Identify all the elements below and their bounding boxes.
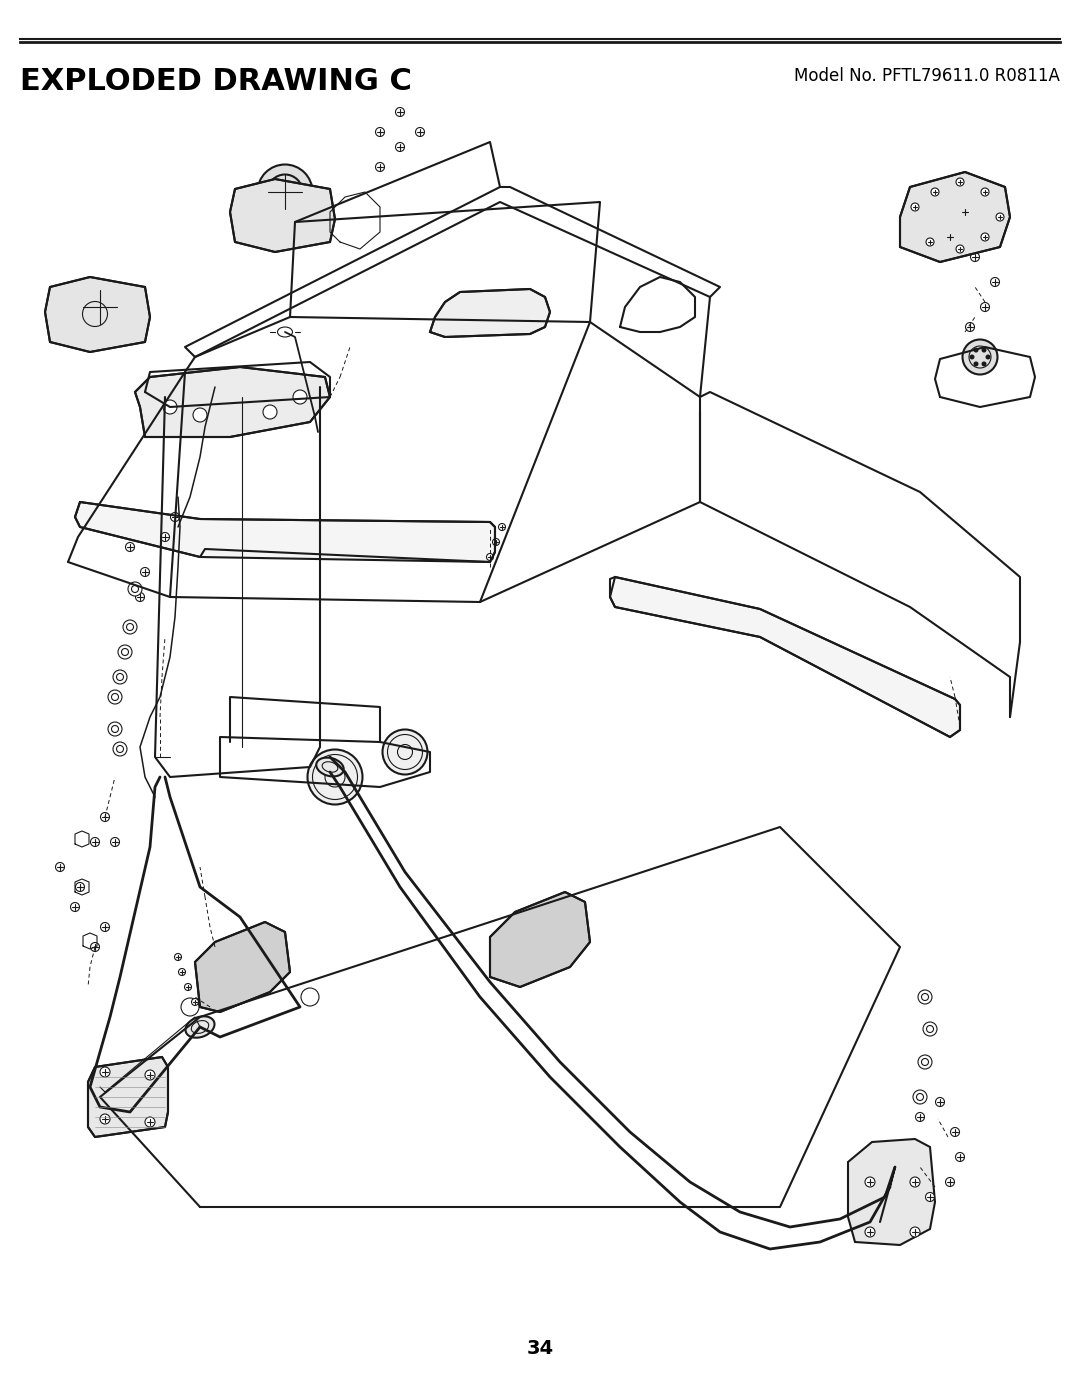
Ellipse shape	[918, 990, 932, 1004]
Polygon shape	[135, 367, 330, 437]
Ellipse shape	[186, 1016, 215, 1038]
Ellipse shape	[113, 671, 127, 685]
Ellipse shape	[70, 902, 80, 911]
Ellipse shape	[912, 203, 919, 211]
Ellipse shape	[982, 348, 986, 352]
Ellipse shape	[175, 954, 181, 961]
Ellipse shape	[486, 553, 494, 560]
Ellipse shape	[996, 212, 1004, 221]
Ellipse shape	[72, 279, 127, 334]
Ellipse shape	[110, 837, 120, 847]
Ellipse shape	[935, 1098, 945, 1106]
Ellipse shape	[129, 583, 141, 597]
Ellipse shape	[395, 108, 405, 116]
Ellipse shape	[956, 1153, 964, 1161]
Ellipse shape	[492, 538, 499, 545]
Polygon shape	[430, 289, 550, 337]
Ellipse shape	[990, 278, 999, 286]
Ellipse shape	[382, 729, 428, 774]
Ellipse shape	[960, 208, 970, 217]
Polygon shape	[230, 179, 335, 251]
Ellipse shape	[100, 813, 109, 821]
Ellipse shape	[923, 1023, 937, 1037]
Ellipse shape	[145, 1118, 156, 1127]
Ellipse shape	[55, 862, 65, 872]
Ellipse shape	[945, 1178, 955, 1186]
Ellipse shape	[865, 1227, 875, 1236]
Ellipse shape	[264, 405, 276, 419]
Text: Model No. PFTL79611.0 R0811A: Model No. PFTL79611.0 R0811A	[794, 67, 1059, 85]
Ellipse shape	[376, 127, 384, 137]
Ellipse shape	[163, 400, 177, 414]
Ellipse shape	[100, 922, 109, 932]
Ellipse shape	[970, 355, 974, 359]
Ellipse shape	[981, 303, 989, 312]
Ellipse shape	[123, 620, 137, 634]
Ellipse shape	[108, 690, 122, 704]
Ellipse shape	[499, 524, 505, 531]
Ellipse shape	[913, 1090, 927, 1104]
Polygon shape	[75, 502, 495, 562]
Ellipse shape	[185, 983, 191, 990]
Ellipse shape	[395, 142, 405, 151]
Ellipse shape	[108, 722, 122, 736]
Ellipse shape	[257, 165, 312, 219]
Ellipse shape	[113, 742, 127, 756]
Ellipse shape	[956, 177, 964, 186]
Ellipse shape	[931, 189, 939, 196]
Ellipse shape	[145, 1070, 156, 1080]
Polygon shape	[195, 922, 291, 1011]
Ellipse shape	[865, 1178, 875, 1187]
Ellipse shape	[982, 362, 986, 366]
Text: 34: 34	[526, 1340, 554, 1358]
Ellipse shape	[178, 968, 186, 975]
Ellipse shape	[910, 1178, 920, 1187]
Ellipse shape	[950, 1127, 959, 1137]
Polygon shape	[490, 893, 590, 988]
Polygon shape	[610, 577, 960, 738]
Ellipse shape	[308, 750, 363, 805]
Ellipse shape	[191, 999, 199, 1006]
Ellipse shape	[962, 339, 998, 374]
Ellipse shape	[966, 323, 974, 331]
Ellipse shape	[973, 362, 978, 366]
Ellipse shape	[910, 1227, 920, 1236]
Ellipse shape	[316, 757, 343, 777]
Ellipse shape	[91, 837, 99, 847]
Ellipse shape	[193, 408, 207, 422]
Text: EXPLODED DRAWING C: EXPLODED DRAWING C	[21, 67, 411, 96]
Ellipse shape	[926, 1193, 934, 1201]
Ellipse shape	[973, 348, 978, 352]
Ellipse shape	[918, 1055, 932, 1069]
Polygon shape	[848, 1139, 935, 1245]
Ellipse shape	[140, 567, 149, 577]
Ellipse shape	[945, 232, 955, 242]
Polygon shape	[45, 277, 150, 352]
Ellipse shape	[981, 233, 989, 242]
Ellipse shape	[100, 1067, 110, 1077]
Ellipse shape	[161, 532, 170, 542]
Ellipse shape	[916, 1112, 924, 1122]
Ellipse shape	[981, 189, 989, 196]
Ellipse shape	[416, 127, 424, 137]
Ellipse shape	[376, 162, 384, 172]
Ellipse shape	[118, 645, 132, 659]
Polygon shape	[900, 172, 1010, 263]
Ellipse shape	[986, 355, 990, 359]
Polygon shape	[87, 1058, 168, 1137]
Ellipse shape	[171, 513, 179, 521]
Ellipse shape	[91, 943, 99, 951]
Ellipse shape	[926, 237, 934, 246]
Ellipse shape	[125, 542, 135, 552]
Ellipse shape	[135, 592, 145, 602]
Ellipse shape	[971, 253, 980, 261]
Ellipse shape	[956, 244, 964, 253]
Ellipse shape	[100, 1113, 110, 1125]
Ellipse shape	[76, 883, 84, 891]
Ellipse shape	[293, 390, 307, 404]
